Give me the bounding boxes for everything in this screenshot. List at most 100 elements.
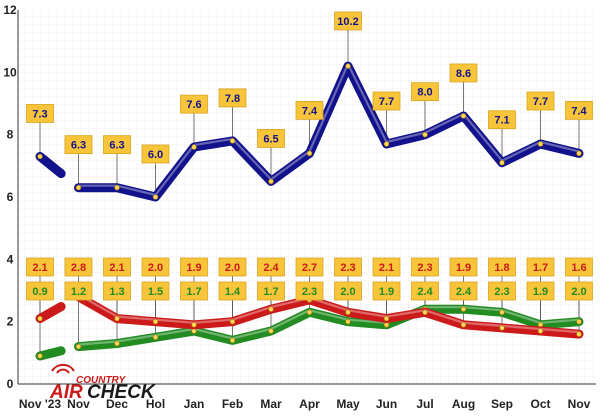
x-tick-label: Apr	[299, 397, 320, 411]
data-label: 2.1	[109, 262, 124, 274]
logo-check-text: CHECK	[87, 382, 156, 403]
data-label: 7.8	[225, 93, 240, 105]
data-point	[537, 141, 544, 147]
country-aircheck-logo: COUNTRY AIR CHECK	[49, 364, 156, 403]
data-label-box	[488, 257, 516, 277]
data-label: 1.9	[186, 262, 201, 274]
data-label: 2.1	[379, 262, 394, 274]
data-label-box	[372, 281, 401, 301]
data-label-box	[141, 257, 170, 277]
x-tick-label: Feb	[222, 397, 243, 411]
data-label: 2.4	[263, 262, 279, 274]
data-point	[345, 63, 351, 69]
series-line-highlight	[77, 293, 580, 334]
data-label-box	[218, 257, 247, 277]
data-label: 2.4	[417, 286, 433, 298]
data-point	[460, 306, 467, 312]
data-point	[576, 331, 582, 337]
data-label-box	[295, 281, 324, 301]
data-label-box	[565, 281, 593, 301]
x-tick-label: Nov	[568, 397, 591, 411]
signal-arc-inner-icon	[56, 368, 70, 374]
data-label-box	[257, 129, 285, 148]
data-label-box	[64, 135, 93, 155]
data-point	[75, 184, 82, 191]
data-label: 7.3	[32, 108, 47, 120]
data-label-box	[449, 257, 478, 277]
data-label-box	[103, 281, 131, 301]
data-point	[114, 340, 120, 347]
data-label: 2.3	[302, 286, 317, 298]
data-label: 2.3	[417, 262, 432, 274]
data-point	[37, 353, 43, 359]
x-tick-label: Sep	[491, 397, 513, 411]
data-label-box	[526, 91, 555, 111]
data-label-box	[257, 281, 285, 301]
data-point	[499, 325, 505, 331]
data-label: 2.7	[302, 262, 317, 274]
y-tick-label: 10	[3, 65, 17, 79]
series-line-highlight	[78, 62, 580, 197]
data-label-box	[411, 281, 439, 301]
data-label: 2.0	[225, 262, 240, 274]
x-tick-label: Mar	[260, 397, 282, 411]
data-label-box	[526, 257, 555, 277]
data-label-box	[334, 257, 362, 277]
data-label: 7.4	[571, 105, 587, 117]
data-label-box	[565, 257, 593, 277]
data-label: 1.9	[379, 286, 394, 298]
data-label: 6.0	[148, 149, 163, 161]
y-tick-label: 6	[7, 190, 14, 204]
data-label: 7.4	[302, 105, 318, 117]
data-point	[576, 318, 582, 325]
logo-country-text: COUNTRY	[76, 375, 127, 386]
data-label-box	[565, 100, 593, 120]
x-tick-label: Jul	[416, 397, 433, 411]
data-label-box	[103, 135, 131, 155]
x-tick-label: Dec	[106, 397, 128, 411]
data-label: 1.7	[186, 286, 201, 298]
x-tick-label: Nov	[67, 397, 90, 411]
data-label: 2.8	[71, 262, 86, 274]
x-tick-label: May	[336, 397, 360, 411]
data-label-box	[64, 281, 93, 301]
data-label-box	[26, 257, 54, 277]
data-label: 2.0	[340, 286, 355, 298]
data-point	[152, 318, 159, 325]
data-point	[576, 150, 582, 157]
data-label-box	[449, 281, 478, 301]
data-label-box	[26, 281, 54, 301]
data-label: 1.4	[225, 286, 241, 298]
data-point	[229, 138, 236, 144]
y-tick-label: 12	[3, 3, 17, 17]
data-label-box	[141, 281, 170, 301]
data-label: 2.4	[456, 286, 472, 298]
data-label-box	[372, 91, 401, 111]
x-tick-label: Hol	[146, 397, 165, 411]
data-label-box	[449, 63, 478, 83]
series-line	[74, 304, 584, 352]
data-point	[114, 315, 120, 322]
data-point	[306, 150, 313, 157]
data-label-box	[103, 257, 131, 277]
data-label-box	[334, 281, 362, 301]
data-point	[460, 322, 467, 328]
data-label: 7.7	[533, 96, 548, 108]
data-point	[306, 309, 313, 316]
data-label: 1.5	[148, 286, 163, 298]
data-label: 0.9	[32, 286, 47, 298]
data-label-box	[372, 257, 401, 277]
data-label: 2.3	[494, 286, 509, 298]
data-point	[229, 337, 236, 344]
data-label-box	[26, 104, 54, 123]
data-label: 2.0	[148, 262, 163, 274]
y-tick-label: 8	[7, 128, 14, 142]
data-label-box	[141, 144, 170, 164]
data-point	[383, 322, 390, 328]
data-point	[268, 328, 274, 334]
data-point	[114, 184, 120, 191]
data-label: 6.5	[263, 133, 278, 145]
data-point	[268, 306, 274, 312]
